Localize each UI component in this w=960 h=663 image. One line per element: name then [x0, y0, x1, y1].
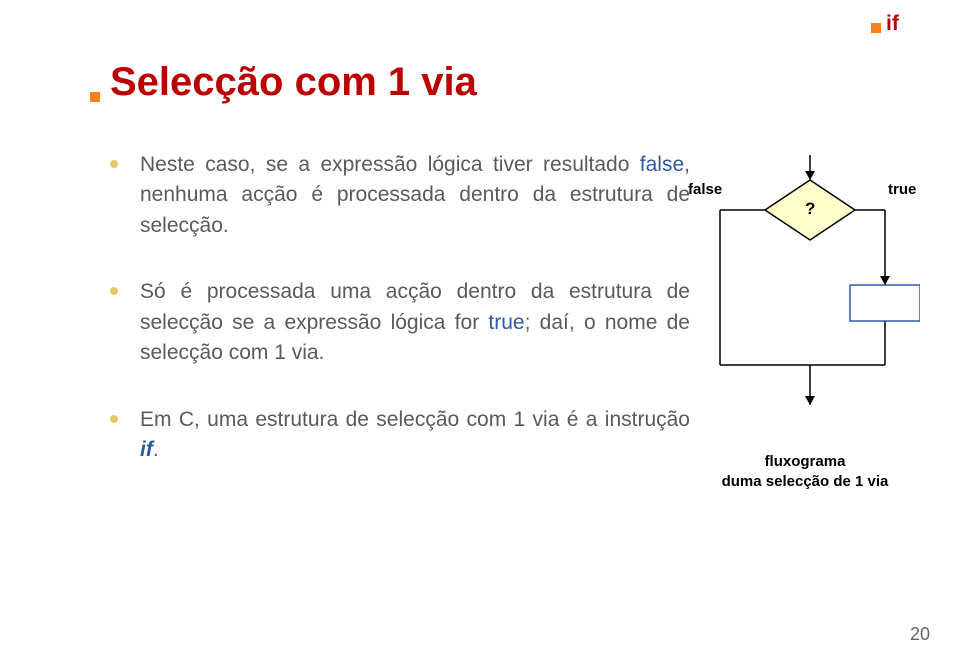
- flow-true-label: true: [888, 181, 916, 198]
- bullet-item: Só é processada uma acção dentro da estr…: [110, 277, 690, 368]
- bullet-text: Neste caso, se a expressão lógica tiver …: [140, 150, 690, 241]
- header-if-label: if: [886, 12, 899, 36]
- bullet-dot-icon: [110, 160, 118, 168]
- flow-decision-label: ?: [805, 199, 815, 219]
- page-title: Selecção com 1 via: [110, 60, 477, 105]
- slide-page: if Selecção com 1 via Neste caso, se a e…: [0, 0, 960, 663]
- bullet-text: Só é processada uma acção dentro da estr…: [140, 277, 690, 368]
- accent-square-header: [871, 23, 881, 33]
- page-number: 20: [910, 624, 930, 645]
- bullet-item: Em C, uma estrutura de selecção com 1 vi…: [110, 405, 690, 466]
- bullet-item: Neste caso, se a expressão lógica tiver …: [110, 150, 690, 241]
- flow-caption-line2: duma selecção de 1 via: [690, 473, 920, 490]
- bullet-text: Em C, uma estrutura de selecção com 1 vi…: [140, 405, 690, 466]
- accent-square-title: [90, 92, 100, 102]
- flow-false-label: false: [688, 181, 722, 198]
- flow-caption-line1: fluxograma: [690, 453, 920, 470]
- bullet-dot-icon: [110, 287, 118, 295]
- flowchart-svg: [690, 155, 920, 415]
- bullet-list: Neste caso, se a expressão lógica tiver …: [110, 150, 690, 502]
- bullet-dot-icon: [110, 415, 118, 423]
- flowchart: false true ? fluxograma duma selecção de…: [690, 155, 920, 485]
